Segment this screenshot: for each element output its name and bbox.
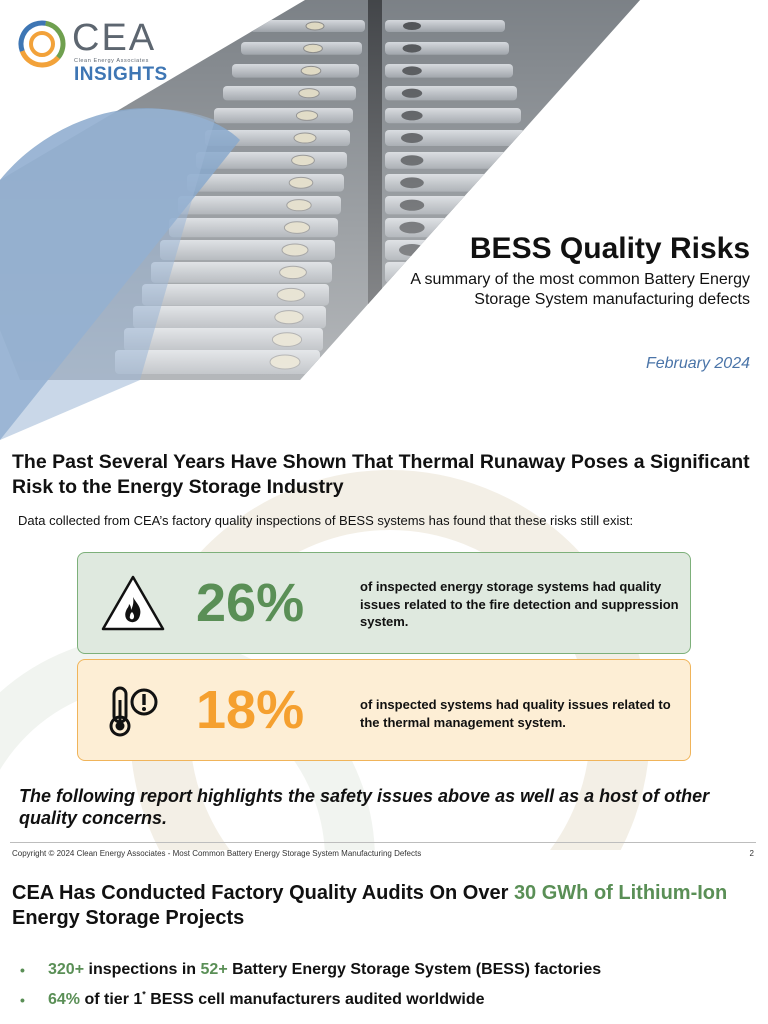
fire-system-description: of inspected energy storage systems had …	[360, 579, 679, 629]
bullet-text: Battery Energy Storage System (BESS) fac…	[227, 961, 602, 978]
footer-copyright: Copyright © 2024 Clean Energy Associates…	[12, 849, 422, 858]
bullet-text: BESS cell manufacturers audited worldwid…	[145, 991, 485, 1008]
thermal-management-description: of inspected systems had quality issues …	[360, 697, 671, 730]
bullet-icon: •	[20, 992, 25, 1008]
thermal-management-stat-card: 18% of inspected systems had quality iss…	[77, 659, 691, 761]
bullet-text: inspections in	[84, 961, 201, 978]
fire-system-stat-card: 26% of inspected energy storage systems …	[77, 552, 691, 654]
list-item: • 320+ inspections in 52+ Battery Energy…	[18, 955, 758, 985]
factory-count: 52+	[200, 961, 228, 978]
thermometer-alert-icon	[109, 686, 158, 737]
logo-tagline: Clean Energy Associates	[74, 58, 149, 64]
cell-terminal	[397, 355, 427, 369]
cover-hero: CEA Clean Energy Associates INSIGHTS BES…	[0, 0, 768, 440]
thermal-runaway-heading: The Past Several Years Have Shown That T…	[12, 451, 750, 498]
fire-warning-icon	[101, 575, 165, 631]
footnote-marker: *	[142, 989, 146, 1000]
list-item: • 64% of tier 1* BESS cell manufacturers…	[18, 985, 758, 1015]
cover-title: BESS Quality Risks	[469, 232, 750, 265]
logo-wordmark: CEA	[72, 17, 157, 59]
inspection-count: 320+	[48, 961, 85, 978]
battery-cell	[385, 350, 565, 374]
audits-heading-suffix: Energy Storage Projects	[12, 907, 245, 929]
inspection-intro: Data collected from CEA’s factory qualit…	[18, 513, 634, 528]
bullet-icon: •	[20, 962, 25, 978]
footer-divider	[10, 842, 756, 843]
cover-date: February 2024	[645, 355, 750, 372]
tier1-percentage: 64%	[48, 991, 81, 1008]
audit-stats-list: • 320+ inspections in 52+ Battery Energy…	[18, 955, 758, 1015]
cea-logo: CEA Clean Energy Associates INSIGHTS	[18, 17, 178, 90]
cell-terminal	[397, 332, 427, 347]
audits-heading-highlight: 30 GWh of Lithium-Ion	[513, 882, 728, 904]
thermal-management-percentage: 18%	[196, 680, 305, 740]
page-number: 2	[749, 849, 754, 858]
battery-cell	[385, 328, 561, 352]
logo-product: INSIGHTS	[74, 64, 168, 85]
bullet-text: of tier 1	[80, 991, 143, 1008]
cell-terminal	[397, 310, 427, 324]
report-highlight-statement: The following report highlights the safe…	[19, 786, 710, 828]
fire-system-percentage: 26%	[196, 573, 305, 633]
battery-cells-photo	[0, 0, 640, 440]
audits-heading-prefix: CEA Has Conducted Factory Quality Audits…	[12, 882, 514, 904]
cea-logo-icon	[18, 20, 66, 68]
audits-heading: CEA Has Conducted Factory Quality Audits…	[12, 881, 752, 931]
cover-subtitle: A summary of the most common Battery Ene…	[410, 271, 750, 308]
